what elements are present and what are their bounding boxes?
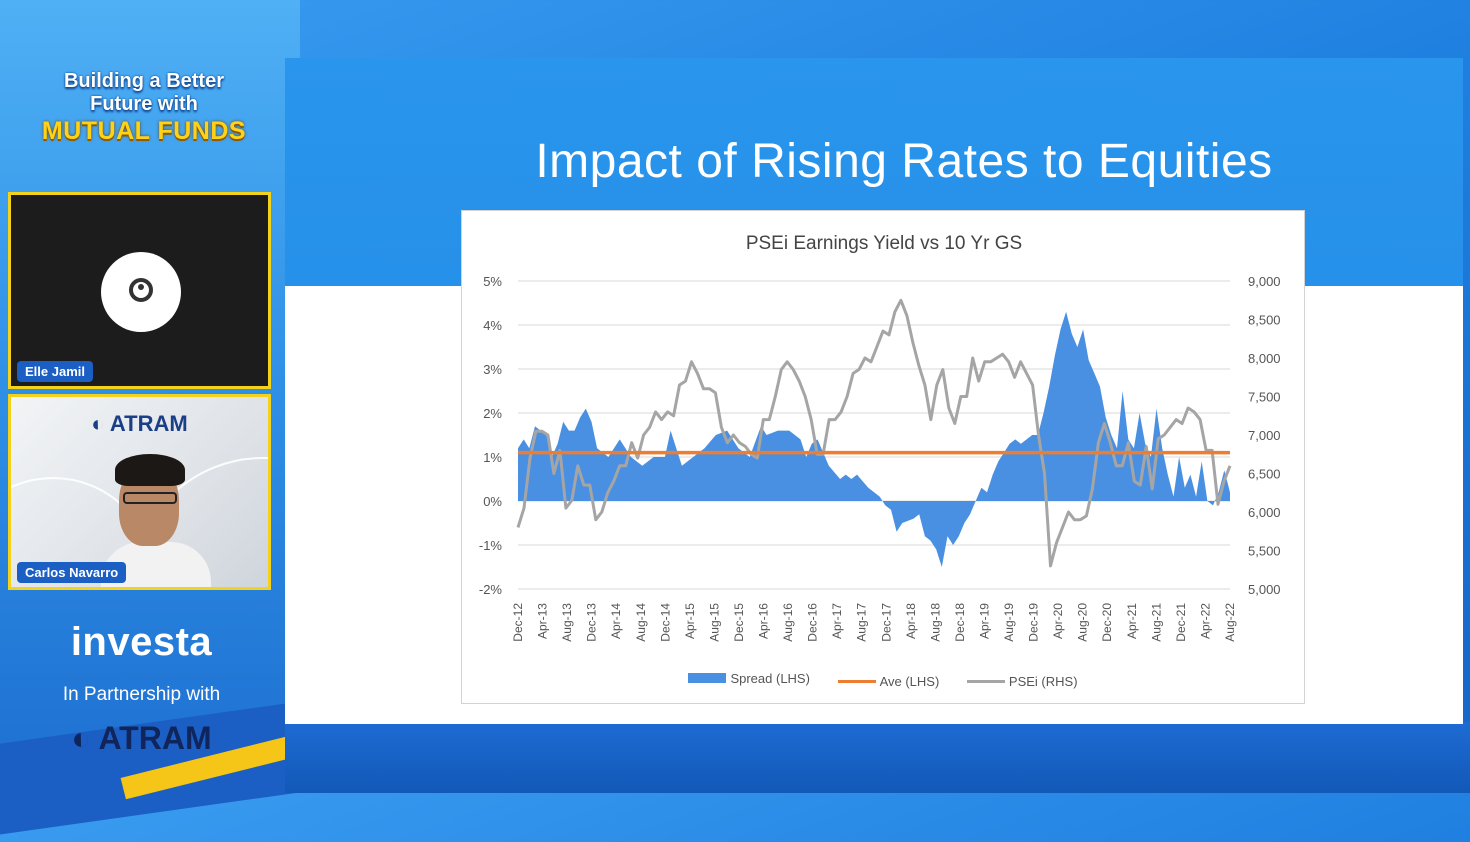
branding-line-3: MUTUAL FUNDS xyxy=(41,117,247,145)
left-axis-tick-label: -1% xyxy=(479,538,503,553)
investa-logo: investa xyxy=(70,620,213,664)
slide-title: Impact of Rising Rates to Equities xyxy=(535,135,1273,188)
participant-tile-carlos[interactable]: ◐ ATRAM Carlos Navarro xyxy=(8,394,271,590)
x-axis-tick-label: Apr-13 xyxy=(536,603,550,639)
x-axis-tick-label: Dec-16 xyxy=(806,603,820,642)
x-axis-tick-label: Apr-17 xyxy=(830,603,844,639)
chart-card: PSEi Earnings Yield vs 10 Yr GS 5% 4% 3% 2% 1… xyxy=(461,210,1305,704)
right-axis-tick-label: 7,000 xyxy=(1248,428,1281,443)
event-branding: Building a Better Future with MUTUAL FUN… xyxy=(14,70,274,146)
participant-tile-elle[interactable]: Elle Jamil xyxy=(8,192,271,389)
legend-spread-swatch xyxy=(688,673,727,683)
x-axis-tick-label: Dec-14 xyxy=(658,603,672,642)
atram-background-logo-text: ATRAM xyxy=(109,411,188,436)
x-axis-tick-label: Aug-22 xyxy=(1223,603,1237,642)
left-axis-tick-label: 1% xyxy=(483,450,502,465)
atram-logo: ◐ ATRAM xyxy=(14,720,269,757)
atram-background-logo: ◐ ATRAM xyxy=(11,411,268,437)
partnership-label: In Partnership with xyxy=(62,684,221,705)
x-axis-tick-label: Aug-16 xyxy=(781,603,795,642)
x-axis-tick-label: Dec-17 xyxy=(879,603,893,642)
chart-title: PSEi Earnings Yield vs 10 Yr GS xyxy=(746,233,1022,254)
x-axis-tick-label: Aug-21 xyxy=(1149,603,1163,642)
x-axis-tick-label: Aug-17 xyxy=(855,603,869,642)
right-axis-tick-label: 8,500 xyxy=(1248,313,1281,328)
x-axis-tick-label: Apr-19 xyxy=(977,603,991,639)
x-axis-tick-label: Apr-14 xyxy=(609,603,623,639)
user-avatar-icon xyxy=(101,252,181,332)
left-axis-tick-label: 3% xyxy=(483,362,502,377)
legend-ave: Ave (LHS) xyxy=(837,674,940,689)
right-axis-tick-label: 8,000 xyxy=(1248,351,1281,366)
left-axis-tick-label: -2% xyxy=(479,582,503,597)
x-axis-tick-label: Aug-13 xyxy=(560,603,574,642)
legend-ave-swatch xyxy=(837,680,876,683)
x-axis-tick-label: Dec-20 xyxy=(1100,603,1114,642)
right-axis-tick-label: 9,000 xyxy=(1248,274,1281,289)
right-axis-tick-label: 7,500 xyxy=(1248,390,1281,405)
x-axis-tick-label: Aug-20 xyxy=(1076,603,1090,642)
left-axis-tick-label: 4% xyxy=(483,318,502,333)
legend-ave-label: Ave (LHS) xyxy=(879,674,940,689)
x-axis-tick-label: Apr-20 xyxy=(1051,603,1065,639)
legend-spread-label: Spread (LHS) xyxy=(730,670,810,686)
x-axis-tick-label: Apr-16 xyxy=(757,603,771,639)
left-axis-tick-label: 5% xyxy=(483,274,502,289)
right-axis-tick-label: 5,000 xyxy=(1248,582,1281,597)
x-axis-tick-label: Aug-19 xyxy=(1002,603,1016,642)
branding-line-2: Future with xyxy=(90,93,198,115)
spread-area xyxy=(518,311,1230,567)
x-axis-tick-label: Aug-14 xyxy=(634,603,648,642)
chart-legend: Spread (LHS) Ave (LHS) PSEi (RHS) xyxy=(462,670,1304,689)
participant-name-tag: Carlos Navarro xyxy=(17,562,127,583)
x-axis-tick-label: Dec-18 xyxy=(953,603,967,642)
right-axis-tick-label: 5,500 xyxy=(1248,544,1281,559)
legend-psei-swatch xyxy=(966,680,1005,683)
shared-slide: Impact of Rising Rates to Equities PSEi … xyxy=(285,58,1463,724)
bottom-background xyxy=(285,722,1470,793)
x-axis-tick-label: Apr-15 xyxy=(683,603,697,639)
legend-psei-label: PSEi (RHS) xyxy=(1008,674,1078,689)
legend-psei: PSEi (RHS) xyxy=(966,674,1078,689)
participant-name-tag: Elle Jamil xyxy=(17,361,93,382)
x-axis-tick-label: Apr-22 xyxy=(1198,603,1212,639)
atram-logo-icon: ◐ xyxy=(91,411,110,436)
left-axis-tick-label: 0% xyxy=(483,494,502,509)
x-axis-tick-label: Apr-18 xyxy=(904,603,918,639)
x-axis-tick-label: Dec-19 xyxy=(1027,603,1041,642)
left-axis-tick-label: 2% xyxy=(483,406,502,421)
legend-spread: Spread (LHS) xyxy=(688,670,810,686)
right-axis-tick-label: 6,500 xyxy=(1248,467,1281,482)
x-axis-tick-label: Dec-13 xyxy=(585,603,599,642)
earnings-yield-chart: PSEi Earnings Yield vs 10 Yr GS 5% 4% 3% 2% 1… xyxy=(479,233,1281,642)
atram-logo-text: ATRAM xyxy=(98,720,212,756)
x-axis-tick-label: Dec-15 xyxy=(732,603,746,642)
x-axis-tick-label: Dec-21 xyxy=(1174,603,1188,642)
branding-line-1: Building a Better xyxy=(63,70,224,92)
right-axis-tick-label: 6,000 xyxy=(1248,505,1281,520)
x-axis-tick-label: Apr-21 xyxy=(1125,603,1139,639)
x-axis-tick-label: Aug-18 xyxy=(928,603,942,642)
x-axis-tick-label: Aug-15 xyxy=(707,603,721,642)
atram-logo-icon: ◐ xyxy=(71,720,99,756)
x-axis-tick-label: Dec-12 xyxy=(511,603,525,642)
psei-line xyxy=(516,298,1232,568)
